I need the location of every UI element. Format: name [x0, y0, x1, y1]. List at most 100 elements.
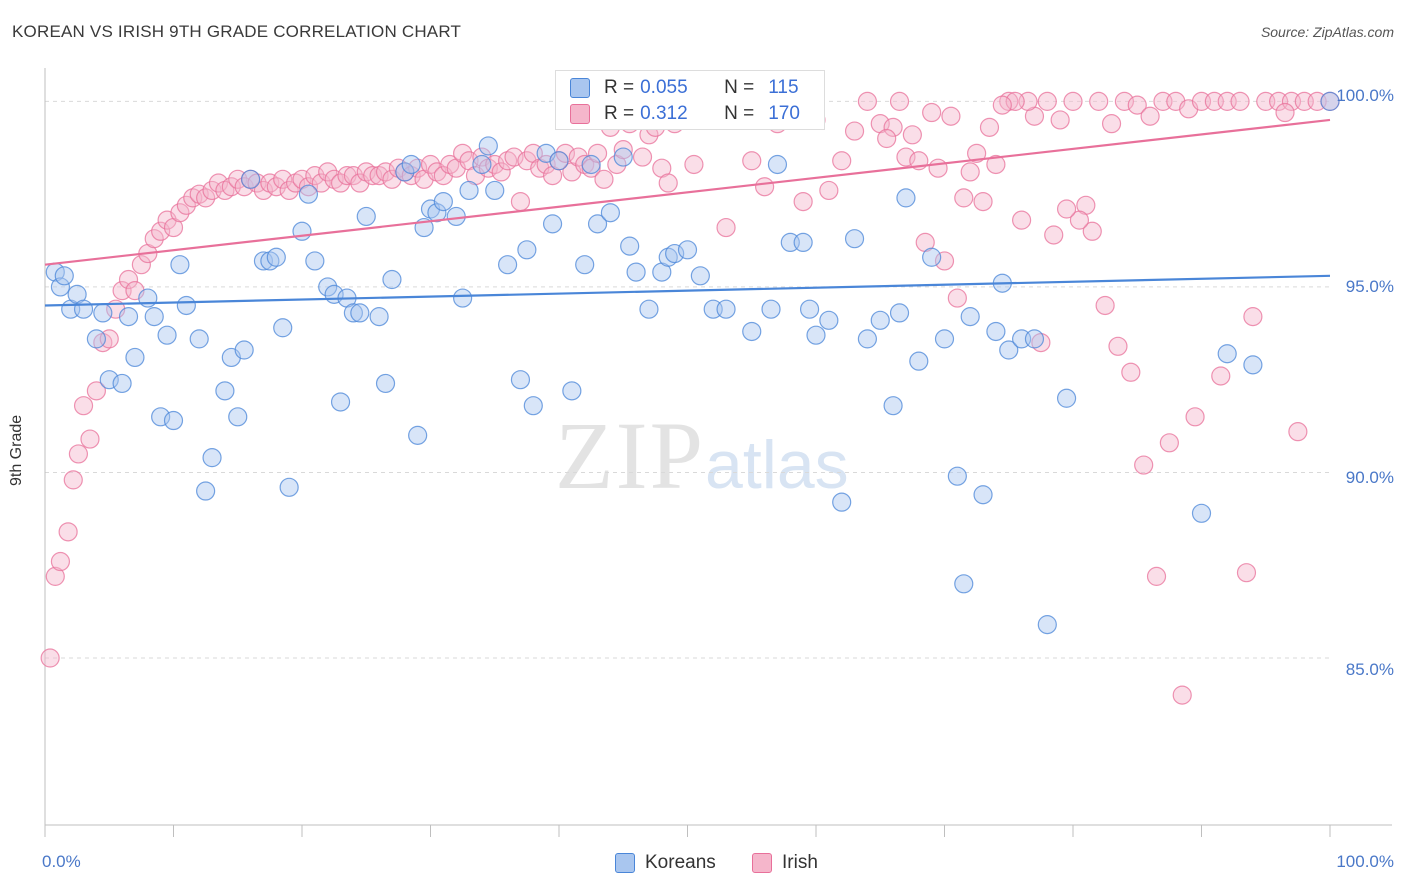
- korean-point-89: [832, 492, 852, 512]
- legend-row-koreans: R = 0.055 N = 115: [570, 76, 799, 100]
- irish-point-21: [170, 203, 190, 223]
- irish-point-113: [832, 151, 852, 171]
- irish-point-93: [632, 147, 653, 167]
- irish-point-6: [73, 396, 94, 416]
- korean-point-109: [1056, 388, 1077, 408]
- korean-point-25: [234, 340, 254, 360]
- irish-point-104: [716, 217, 736, 238]
- legend-row-irish: R = 0.312 N = 170: [570, 102, 800, 126]
- irish-point-5: [68, 444, 89, 464]
- x-tick-label-max: 100.0%: [1336, 852, 1394, 871]
- korean-point-60: [517, 240, 537, 260]
- irish-point-173: [967, 143, 987, 163]
- irish-point-174: [954, 188, 974, 208]
- irish-point-164: [1082, 221, 1102, 241]
- irish-point-121: [934, 251, 955, 271]
- korean-point-15: [157, 325, 177, 345]
- irish-point-165: [1069, 210, 1090, 230]
- korean-point-56: [478, 136, 498, 156]
- irish-point-163: [1095, 295, 1115, 316]
- irish-point-8: [86, 381, 107, 401]
- irish-point-157: [1172, 685, 1192, 705]
- watermark: ZIPatlas: [555, 400, 849, 511]
- irish-point-137: [1140, 106, 1160, 126]
- korean-point-19: [189, 329, 209, 349]
- korean-point-70: [613, 147, 633, 167]
- irish-point-159: [1146, 566, 1167, 586]
- irish-point-17: [144, 229, 164, 249]
- irish-point-106: [742, 151, 762, 171]
- korean-point-92: [870, 310, 890, 330]
- korean-point-67: [581, 154, 601, 175]
- korean-point-2: [54, 266, 74, 286]
- korean-point-8: [99, 370, 119, 390]
- korean-point-32: [292, 221, 312, 241]
- irish-point-7: [80, 429, 100, 449]
- korean-point-53: [453, 288, 473, 308]
- korean-r-value: 0.055: [640, 77, 688, 98]
- y-tick-label-90: 90.0%: [1345, 468, 1394, 487]
- legend-item-koreans: Koreans: [615, 852, 716, 874]
- korean-point-40: [350, 303, 370, 323]
- watermark-zip: ZIP: [555, 402, 705, 509]
- y-tick-label-85: 85.0%: [1345, 660, 1394, 679]
- irish-point-133: [1089, 91, 1109, 111]
- irish-point-112: [819, 180, 839, 201]
- korean-point-46: [401, 154, 421, 175]
- korean-point-111: [1217, 344, 1237, 364]
- irish-point-0: [40, 648, 60, 668]
- korean-point-81: [742, 321, 762, 342]
- korean-point-97: [922, 247, 942, 267]
- korean-point-110: [1191, 503, 1212, 523]
- irish-legend-swatch: [752, 853, 772, 873]
- irish-point-42: [305, 166, 325, 186]
- irish-point-1: [45, 566, 65, 586]
- korean-point-64: [549, 151, 569, 171]
- korean-point-90: [844, 229, 865, 249]
- korean-point-43: [375, 373, 396, 394]
- irish-point-101: [684, 154, 704, 175]
- korean-point-18: [176, 295, 196, 316]
- irish-point-31: [234, 177, 254, 197]
- x-tick-label-min: 0.0%: [42, 852, 81, 871]
- korean-point-100: [954, 574, 974, 594]
- irish-point-130: [1050, 110, 1070, 130]
- korean-point-41: [356, 206, 376, 227]
- korean-point-30: [273, 318, 293, 338]
- source-label: Source: ZipAtlas.com: [1260, 24, 1394, 40]
- irish-point-134: [1101, 114, 1122, 134]
- irish-point-175: [941, 106, 961, 126]
- y-tick-label-95: 95.0%: [1345, 277, 1394, 296]
- irish-point-86: [587, 143, 608, 163]
- irish-point-44: [318, 162, 338, 182]
- irish-r-label: R =: [604, 103, 635, 124]
- korean-point-55: [472, 154, 492, 175]
- irish-point-18: [151, 221, 171, 241]
- korean-point-14: [151, 407, 171, 427]
- irish-point-136: [1127, 95, 1147, 115]
- korean-point-76: [665, 243, 685, 264]
- korean-point-72: [626, 262, 646, 282]
- korean-point-17: [170, 255, 190, 275]
- irish-point-167: [1044, 225, 1064, 245]
- irish-trend-line: [44, 118, 1331, 266]
- irish-point-107: [754, 177, 775, 197]
- y-tick-label-100: 100.0%: [1336, 86, 1394, 105]
- irish-point-15: [131, 255, 151, 275]
- irish-point-176: [928, 158, 948, 178]
- korean-point-5: [73, 299, 94, 319]
- irish-point-166: [1056, 199, 1077, 219]
- korean-point-101: [960, 307, 980, 327]
- irish-point-124: [973, 191, 993, 212]
- korean-point-12: [138, 288, 158, 308]
- korean-point-78: [690, 266, 710, 286]
- korean-r-label: R =: [604, 77, 635, 98]
- korean-point-93: [883, 396, 903, 416]
- korean-point-85: [793, 232, 813, 253]
- korean-point-54: [459, 180, 479, 201]
- korean-point-39: [343, 303, 363, 323]
- irish-point-81: [555, 143, 576, 163]
- korean-point-6: [86, 329, 107, 349]
- irish-point-90: [613, 140, 633, 160]
- korean-point-112: [1243, 355, 1263, 375]
